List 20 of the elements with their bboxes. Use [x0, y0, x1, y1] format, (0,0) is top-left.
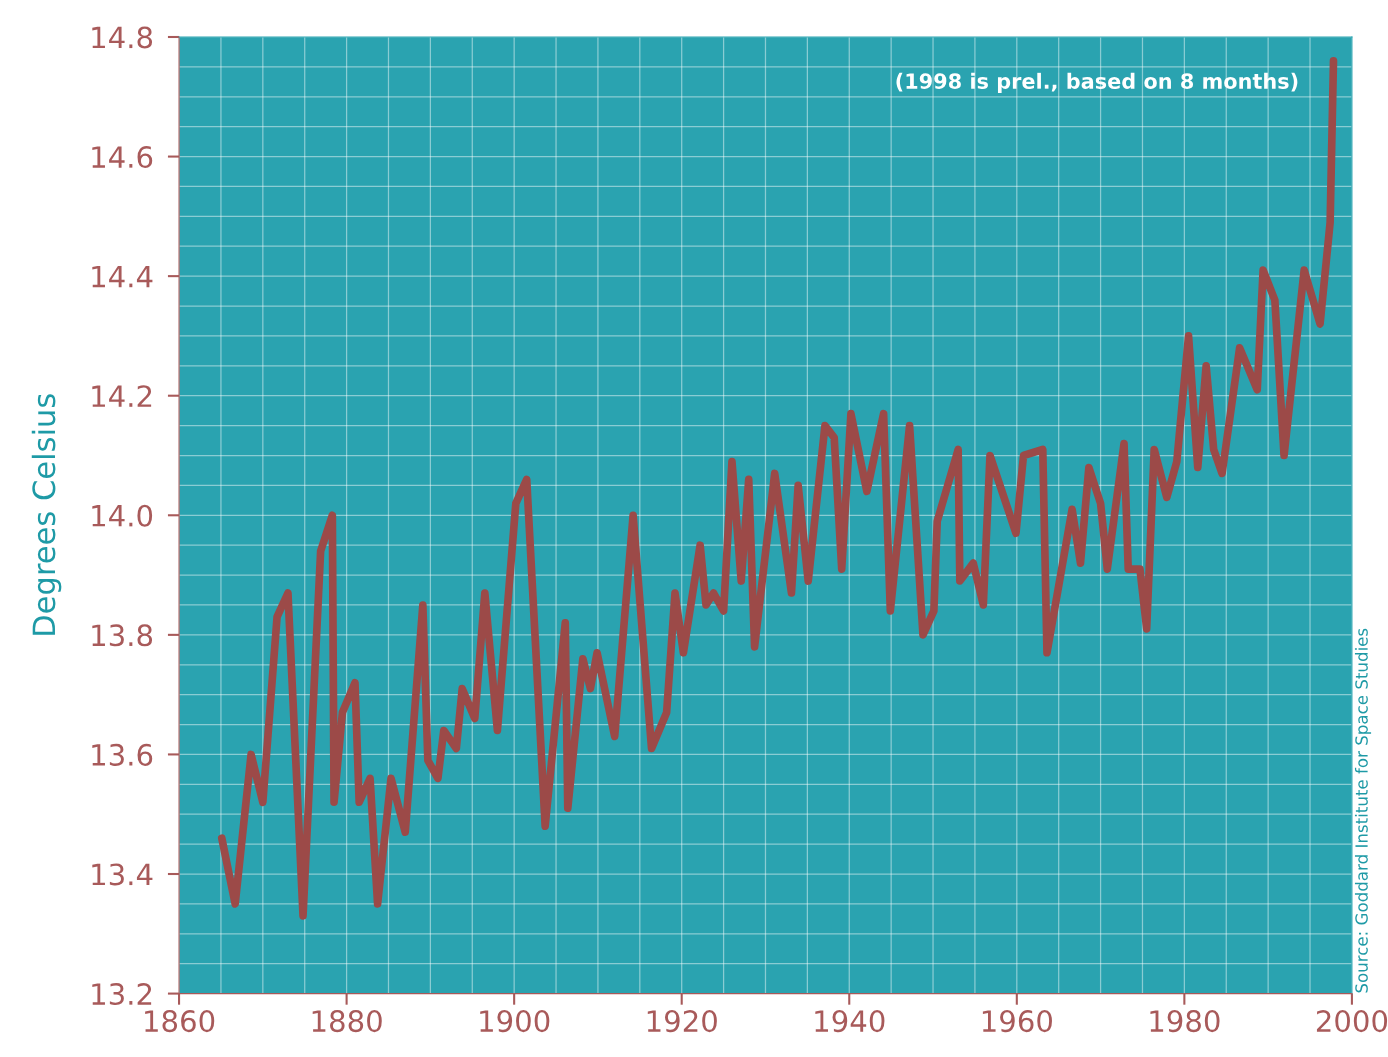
y-tick-label: 14.2 [92, 385, 152, 407]
y-tick-label: 13.6 [92, 743, 153, 766]
y-tick-label: 14.4 [92, 265, 153, 288]
y-tick-label: 13.2 [92, 983, 152, 1006]
y-tick-label: 13.8 [92, 624, 153, 647]
source-note: Source: Goddard Institute for Space Studies [1354, 628, 1372, 993]
x-tick-label: 1920 [647, 1010, 717, 1033]
annotation: (1998 is prel., based on 8 months) [896, 72, 1298, 93]
x-tick-label: 1900 [480, 1010, 550, 1033]
y-tick-label: 14.6 [92, 146, 153, 169]
x-tick-label: 1880 [312, 1010, 382, 1033]
x-tick-label: 1860 [145, 1010, 215, 1033]
y-tick-label: 13.4 [92, 863, 153, 886]
y-tick-label: 14.0 [92, 504, 153, 527]
x-tick-label: 1980 [1150, 1010, 1220, 1033]
x-tick-label: 1960 [982, 1010, 1052, 1033]
y-axis-title: Degrees Celsius [31, 394, 62, 635]
x-tick-label: 1940 [815, 1010, 885, 1033]
y-tick-label: 14.8 [92, 26, 153, 49]
x-tick-label: 2000 [1316, 1010, 1388, 1033]
